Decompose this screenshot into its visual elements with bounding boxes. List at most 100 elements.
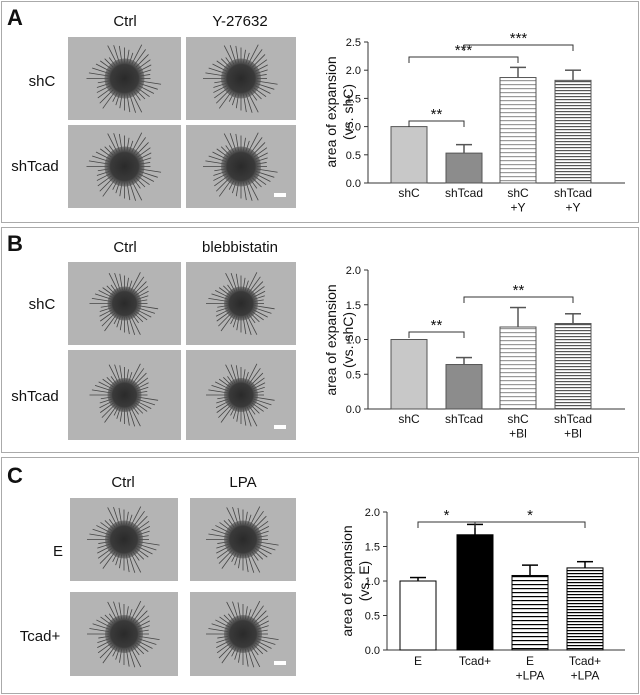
sprout: [130, 315, 141, 335]
micrograph: [68, 37, 181, 120]
spheroid: [105, 615, 143, 653]
x-tick-label: Tcad+: [459, 654, 491, 668]
scale-bar: [274, 193, 286, 197]
spheroid: [224, 286, 258, 321]
micrograph: [186, 37, 296, 120]
bar: [499, 326, 537, 410]
significance-bracket: [463, 296, 574, 303]
panel-label: B: [7, 231, 23, 256]
significance-bracket: [408, 331, 465, 338]
sprout: [246, 363, 258, 384]
x-tick-label: shC +Bl: [507, 412, 529, 440]
y-tick-label: 0.5: [365, 611, 380, 623]
scale-bar: [274, 425, 286, 429]
bar: [554, 79, 592, 184]
bar: [511, 574, 549, 651]
panel-frame: [1, 1, 639, 223]
sprout: [220, 405, 234, 423]
y-tick-label: 2.5: [346, 37, 361, 49]
micrograph: [70, 498, 178, 581]
column-header: LPA: [229, 474, 256, 491]
spheroid: [224, 520, 262, 559]
spheroid: [104, 58, 145, 99]
x-tick-label: shC +Y: [507, 186, 529, 214]
significance-label: **: [513, 282, 525, 299]
x-tick-label: shTcad +Y: [554, 186, 592, 214]
x-tick-label: shTcad +Bl: [554, 412, 592, 440]
x-tick-label: shC: [398, 412, 420, 426]
sprout: [130, 272, 141, 292]
significance-bracket: [408, 56, 519, 63]
row-label: shTcad: [11, 388, 59, 405]
y-tick-label: 2.0: [346, 65, 361, 77]
sprout: [104, 405, 117, 423]
spheroid: [107, 378, 142, 412]
micrograph: [190, 592, 296, 676]
y-axis-label: area of expansion(vs. shC): [323, 56, 356, 167]
panel-label: C: [7, 463, 23, 488]
panel-frame: [1, 457, 639, 694]
sprout: [130, 406, 141, 427]
sprout: [246, 272, 258, 292]
sprout: [246, 406, 258, 427]
significance-bracket: [463, 44, 574, 51]
y-tick-label: 0.0: [346, 178, 361, 190]
row-label: shC: [29, 296, 56, 313]
spheroid: [221, 58, 261, 99]
y-tick-label: 2.0: [346, 265, 361, 277]
spheroid: [105, 520, 143, 559]
spheroid: [104, 146, 145, 187]
bar: [554, 323, 592, 410]
panel-frame: [1, 227, 639, 453]
y-tick-label: 1.0: [346, 122, 361, 134]
sprout: [104, 314, 117, 332]
panel-label: A: [7, 5, 23, 30]
y-axis-label: area of expansion(vs. E): [339, 525, 372, 636]
significance-label: *: [527, 507, 533, 524]
y-tick-label: 0.5: [346, 369, 361, 381]
micrograph: [186, 350, 296, 440]
row-label: E: [53, 543, 63, 560]
y-tick-label: 2.0: [365, 507, 380, 519]
x-tick-label: shTcad: [445, 412, 483, 426]
spheroid: [107, 286, 142, 321]
bar: [499, 77, 537, 184]
column-header: Y-27632: [212, 13, 267, 30]
row-label: shC: [29, 73, 56, 90]
y-tick-label: 0.0: [365, 645, 380, 657]
spheroid: [224, 615, 262, 653]
y-tick-label: 1.5: [365, 542, 380, 554]
scale-bar: [274, 661, 286, 665]
micrograph: [70, 592, 178, 676]
bar: [566, 567, 604, 651]
y-axis-label: area of expansion(vs. shC): [323, 284, 356, 395]
row-label: shTcad: [11, 158, 59, 175]
bar: [445, 152, 483, 184]
column-header: Ctrl: [113, 239, 136, 256]
spheroid: [224, 378, 258, 412]
column-header: blebbistatin: [202, 239, 278, 256]
x-tick-label: shC: [398, 186, 420, 200]
x-tick-label: E +LPA: [516, 654, 545, 682]
significance-bracket: [408, 120, 465, 127]
micrograph: [68, 350, 181, 440]
micrograph: [190, 498, 296, 581]
sprout: [130, 363, 141, 384]
x-tick-label: E: [414, 654, 422, 668]
sprout: [254, 396, 275, 401]
x-tick-label: Tcad+ +LPA: [569, 654, 601, 682]
x-tick-label: shTcad: [445, 186, 483, 200]
micrograph: [68, 125, 181, 208]
sprout: [254, 305, 275, 310]
micrograph: [186, 125, 296, 208]
sprout: [246, 315, 258, 335]
significance-bracket: [474, 521, 586, 528]
bar: [445, 364, 483, 410]
y-tick-label: 0.5: [346, 150, 361, 162]
y-tick-label: 1.5: [346, 93, 361, 105]
column-header: Ctrl: [113, 13, 136, 30]
y-tick-label: 1.0: [365, 576, 380, 588]
row-label: Tcad+: [20, 628, 61, 645]
significance-label: **: [431, 106, 443, 123]
